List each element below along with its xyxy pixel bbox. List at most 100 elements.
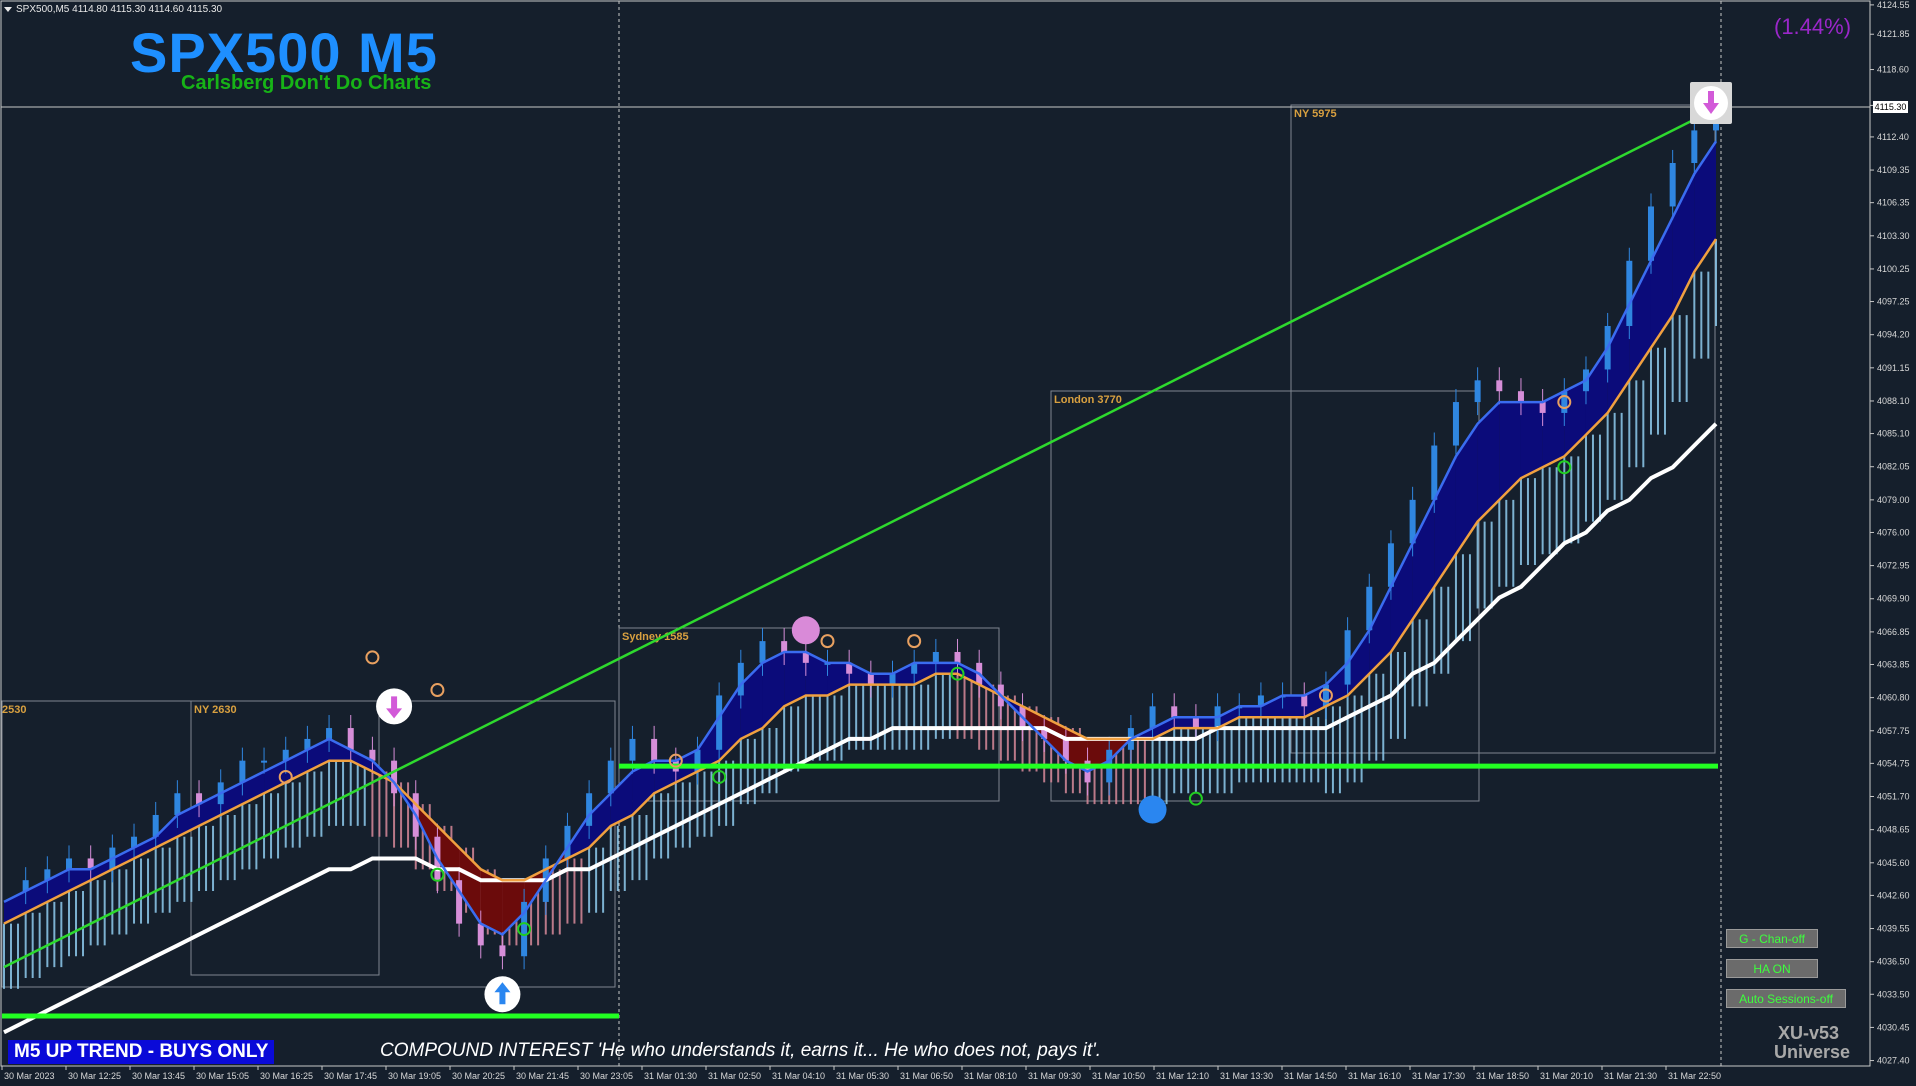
latest-signal-arrow — [1703, 91, 1719, 114]
fractal-marker-icon — [430, 867, 445, 882]
candle-body — [22, 880, 29, 892]
fractal-marker-icon — [365, 650, 380, 665]
buy-signal-icon-arrow — [494, 982, 511, 1005]
candle-body — [1257, 695, 1264, 707]
trend-ribbon-segment — [1607, 304, 1630, 413]
version-sublabel: Universe — [1774, 1042, 1851, 1062]
x-tick-label: 30 Mar 17:45 — [324, 1071, 377, 1081]
trend-ribbon-segment — [784, 651, 806, 707]
session-label-3: London 3770 — [1054, 394, 1122, 406]
sell-signal-icon-arrow — [386, 696, 403, 719]
trend-ribbon-segment — [1239, 706, 1261, 718]
session-label-1: NY 2630 — [194, 704, 237, 716]
x-tick-label: 31 Mar 16:10 — [1348, 1071, 1401, 1081]
x-tick-label: 31 Mar 20:10 — [1540, 1071, 1593, 1081]
y-tick-label: 4094.20 — [1877, 330, 1910, 340]
candle-body — [1626, 260, 1633, 326]
trend-ribbon-segment — [1477, 402, 1500, 522]
fractal-marker-icon — [1557, 460, 1572, 475]
trend-ribbon-segment — [740, 662, 763, 739]
chart-title: SPX500 M5 — [130, 21, 438, 84]
candle-body — [564, 825, 571, 859]
candle-body — [347, 728, 354, 750]
trend-banner: M5 UP TREND - BUYS ONLY — [8, 1040, 275, 1064]
trend-ribbon-segment — [69, 869, 91, 892]
candle-body — [196, 793, 203, 805]
trend-ribbon-segment — [350, 749, 373, 772]
trend-ribbon-segment — [892, 662, 915, 685]
candle-body — [651, 738, 658, 761]
candle-body — [737, 662, 744, 696]
trend-ribbon-segment — [610, 771, 633, 826]
x-tick-label: 31 Mar 01:30 — [644, 1071, 697, 1081]
candle-body — [846, 662, 853, 674]
candle-body — [1452, 402, 1459, 446]
x-tick-label: 31 Mar 08:10 — [964, 1071, 1017, 1081]
y-tick-label: 4088.10 — [1877, 396, 1910, 406]
blue-marker-icon[interactable] — [1138, 795, 1167, 824]
candle-body — [1409, 499, 1416, 544]
heikin-ashi-toggle-button[interactable]: HA ON — [1726, 959, 1818, 978]
candle-body — [1539, 402, 1546, 413]
y-tick-label: 4103.30 — [1877, 231, 1910, 241]
trend-ribbon-segment — [25, 880, 48, 913]
fractal-marker-icon — [1188, 791, 1203, 806]
trend-ribbon-segment — [957, 662, 980, 685]
trend-ribbon-segment — [480, 869, 503, 935]
trend-ribbon-segment — [805, 651, 828, 696]
y-tick-label: 4027.40 — [1877, 1056, 1910, 1066]
x-tick-label: 31 Mar 06:50 — [900, 1071, 953, 1081]
x-tick-label: 30 Mar 13:45 — [132, 1071, 185, 1081]
y-tick-label: 4048.65 — [1877, 825, 1910, 835]
candle-body — [261, 760, 268, 763]
x-tick-label: 30 Mar 12:25 — [68, 1071, 121, 1081]
trend-ribbon-segment — [329, 738, 351, 761]
symbol-header: SPX500,M5 4114.80 4115.30 4114.60 4115.3… — [4, 4, 222, 15]
fast-ma-line — [3, 140, 1718, 937]
fractal-marker-icon — [278, 769, 293, 784]
candle-body — [304, 738, 311, 750]
auto-sessions-toggle-button[interactable]: Auto Sessions-off — [1726, 989, 1846, 1008]
y-tick-label: 4030.45 — [1877, 1022, 1910, 1032]
candle-body — [456, 880, 463, 924]
fractal-marker-icon — [820, 634, 835, 649]
session-box-3 — [1050, 390, 1480, 802]
y-tick-label: 4079.00 — [1877, 495, 1910, 505]
candle-body — [44, 869, 51, 881]
y-tick-label: 4121.85 — [1877, 29, 1910, 39]
candle-body — [1322, 684, 1329, 707]
candle-body — [1517, 391, 1524, 403]
trend-ribbon-segment — [719, 684, 741, 761]
y-tick-label: 4057.75 — [1877, 726, 1910, 736]
y-tick-label: 4100.25 — [1877, 264, 1910, 274]
x-tick-label: 31 Mar 12:10 — [1156, 1071, 1209, 1081]
plot-border — [0, 0, 1871, 1067]
candle-body — [716, 695, 723, 750]
candle-body — [87, 858, 94, 870]
y-tick-label: 4051.70 — [1877, 792, 1910, 802]
trend-ribbon-segment — [697, 717, 720, 772]
pink-marker-icon[interactable] — [791, 616, 820, 645]
trend-ribbon-segment — [1412, 499, 1435, 620]
candle-body — [1496, 380, 1503, 392]
x-tick-label: 30 Mar 20:25 — [452, 1071, 505, 1081]
trend-ribbon-segment — [1195, 717, 1218, 729]
y-tick-label: 4066.85 — [1877, 627, 1910, 637]
y-tick-label: 4076.00 — [1877, 527, 1910, 537]
candle-body — [1192, 717, 1199, 729]
y-tick-label: 4097.25 — [1877, 297, 1910, 307]
trend-ribbon-segment — [1152, 717, 1175, 739]
version-label: XU-v53 — [1778, 1023, 1840, 1043]
channel-toggle-button[interactable]: G - Chan-off — [1726, 929, 1818, 948]
y-tick-label: 4082.05 — [1877, 462, 1910, 472]
dropdown-triangle-icon[interactable] — [4, 6, 12, 12]
candle-body — [1431, 445, 1438, 500]
mid-ma-line — [3, 238, 1718, 925]
y-tick-label: 4091.15 — [1877, 363, 1910, 373]
fractal-marker-icon — [1557, 395, 1572, 410]
candle-body — [131, 836, 138, 848]
candle-body — [66, 858, 73, 870]
fractal-marker-icon — [668, 753, 683, 768]
